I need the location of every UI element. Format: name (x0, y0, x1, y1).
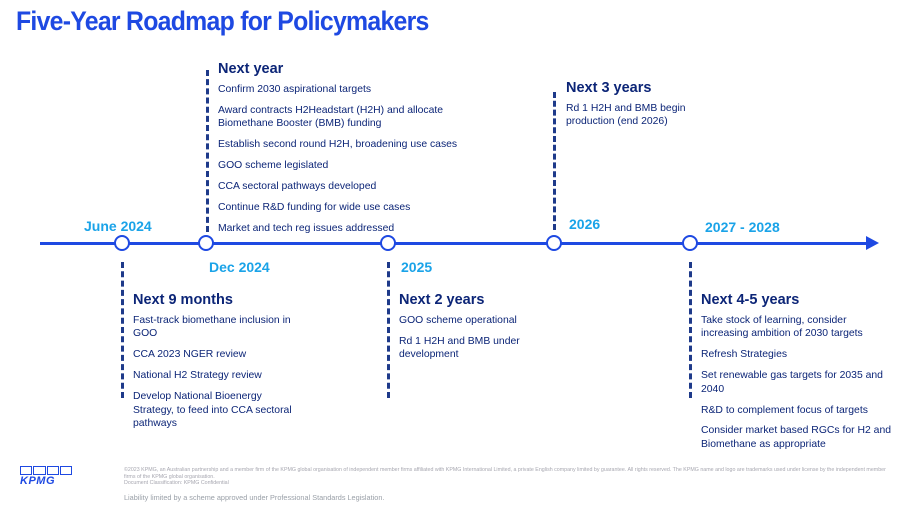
list-item: Fast-track biomethane inclusion in GOO (133, 315, 291, 340)
block-heading: Next year (218, 61, 284, 77)
list-item: Take stock of learning, consider increas… (701, 315, 863, 340)
block-heading: Next 2 years (399, 292, 485, 308)
list-item: GOO scheme operational (399, 315, 517, 326)
date-2026: 2026 (569, 216, 601, 232)
timeline-node-2025 (380, 235, 396, 251)
list-item: Award contracts H2Headstart (H2H) and al… (218, 104, 444, 130)
list-item: Develop National Bioenergy Strategy, to … (133, 391, 292, 429)
block-next-2-years: Next 2 years GOO scheme operational Rd 1… (399, 292, 554, 369)
page-title: Five-Year Roadmap for Policymakers (16, 6, 429, 36)
legal-disclaimer: ©2023 KPMG, an Australian partnership an… (124, 467, 892, 487)
timeline-node-2027-2028 (682, 235, 698, 251)
list-item: GOO scheme legislated (218, 160, 329, 172)
connector-2025 (387, 262, 390, 398)
date-2027-2028: 2027 - 2028 (705, 219, 780, 235)
block-heading: Next 9 months (133, 292, 233, 308)
list-item: CCA sectoral pathways developed (218, 181, 377, 193)
list-item: Market and tech reg issues addressed (218, 222, 395, 234)
connector-2027-2028 (689, 262, 692, 398)
timeline-arrow-icon (866, 236, 879, 250)
date-june-2024: June 2024 (84, 218, 152, 234)
timeline-node-dec-2024 (198, 235, 214, 251)
list-item: Rd 1 H2H and BMB under development (399, 335, 520, 361)
legal-copyright: ©2023 KPMG, an Australian partnership an… (124, 467, 886, 480)
block-next-3-years: Next 3 years Rd 1 H2H and BMB begin prod… (566, 80, 716, 136)
block-next-9-months: Next 9 months Fast-track biomethane incl… (133, 292, 293, 438)
list-item: Rd 1 H2H and BMB begin production (end 2… (566, 103, 686, 128)
connector-june-2024 (121, 262, 124, 398)
block-heading: Next 4-5 years (701, 292, 800, 308)
list-item: CCA 2023 NGER review (133, 349, 247, 361)
connector-dec-2024 (206, 70, 209, 232)
document-classification: Document Classification: KPMG Confidenti… (124, 480, 229, 487)
block-next-year: Next year Confirm 2030 aspirational targ… (218, 61, 493, 243)
list-item: R&D to complement focus of targets (701, 404, 868, 416)
logo-boxes-icon (20, 466, 72, 475)
connector-2026 (553, 92, 556, 230)
date-2025: 2025 (401, 259, 433, 275)
kpmg-logo: KPMG (20, 466, 72, 487)
timeline-node-2026 (546, 235, 562, 251)
list-item: Refresh Strategies (701, 349, 788, 361)
timeline-node-june-2024 (114, 235, 130, 251)
list-item: Establish second round H2H, broadening u… (218, 139, 458, 151)
list-item: Consider market based RGCs for H2 and Bi… (701, 425, 891, 450)
list-item: National H2 Strategy review (133, 370, 262, 382)
list-item: Confirm 2030 aspirational targets (218, 84, 372, 95)
block-heading: Next 3 years (566, 80, 652, 96)
date-dec-2024: Dec 2024 (209, 259, 270, 275)
list-item: Set renewable gas targets for 2035 and 2… (701, 370, 883, 395)
block-next-4-5-years: Next 4-5 years Take stock of learning, c… (701, 292, 891, 459)
list-item: Continue R&D funding for wide use cases (218, 201, 411, 213)
logo-text: KPMG (20, 475, 55, 487)
timeline-axis (40, 242, 868, 245)
liability-note: Liability limited by a scheme approved u… (124, 493, 385, 502)
